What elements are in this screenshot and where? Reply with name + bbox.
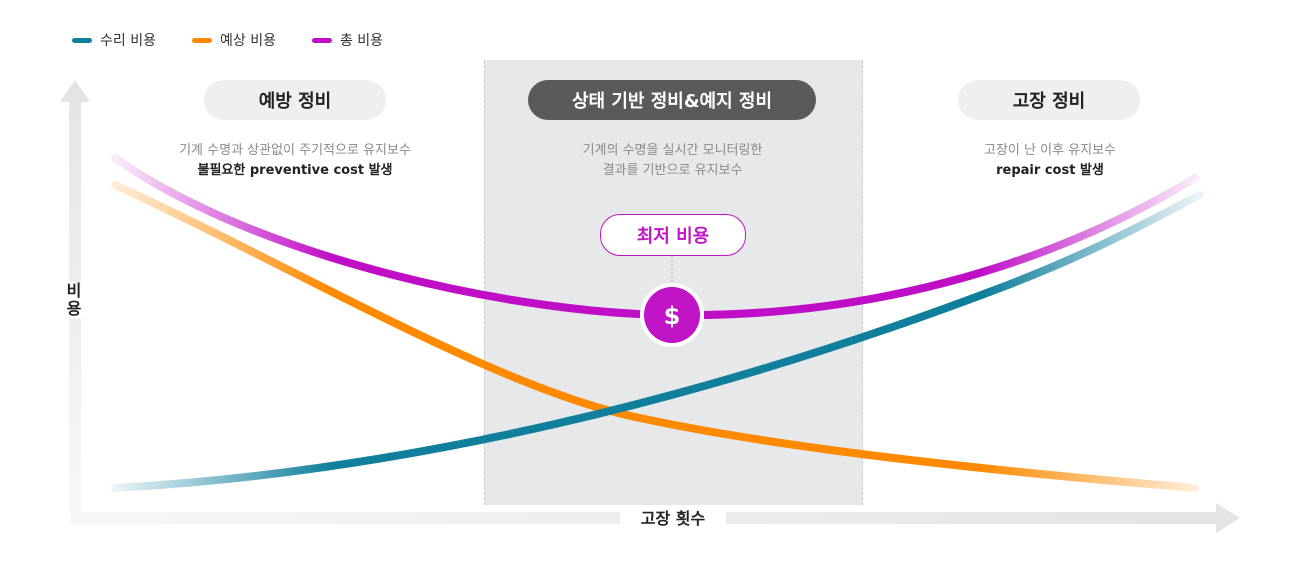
predictive-desc-line2: 결과를 기반으로 유지보수 — [602, 163, 743, 178]
legend-swatch-total — [311, 37, 332, 43]
breakdown-desc-line1: 고장이 난 이후 유지보수 — [984, 143, 1116, 158]
dollar-marker: $ — [640, 283, 704, 347]
breakdown-maintenance-pill: 고장 정비 — [958, 80, 1140, 120]
legend-total-cost: 총 비용 — [311, 30, 384, 50]
predictive-zone-band — [484, 60, 863, 505]
breakdown-desc-line2: repair cost 발생 — [996, 163, 1104, 178]
legend-label-expected: 예상 비용 — [219, 33, 276, 49]
breakdown-title: 고장 정비 — [1012, 91, 1086, 112]
min-cost-label: 최저 비용 — [636, 226, 710, 247]
predictive-maintenance-pill: 상태 기반 정비&예지 정비 — [528, 80, 816, 120]
preventive-maintenance-pill: 예방 정비 — [204, 80, 386, 120]
breakdown-description: 고장이 난 이후 유지보수 repair cost 발생 — [920, 141, 1180, 181]
legend-label-repair: 수리 비용 — [100, 33, 156, 49]
dollar-icon: $ — [664, 302, 681, 330]
predictive-title: 상태 기반 정비&예지 정비 — [571, 91, 773, 112]
repair-cost-curve — [111, 191, 1204, 492]
expected-cost-curve — [111, 181, 1199, 492]
legend-repair-cost: 수리 비용 — [72, 30, 156, 50]
y-axis-label-char1: 비 — [66, 281, 82, 300]
predictive-desc-line1: 기계의 수명을 실시간 모니터링한 — [582, 143, 763, 158]
legend-label-total: 총 비용 — [339, 33, 384, 49]
preventive-desc-line1: 기계 수명과 상관없이 주기적으로 유지보수 — [179, 143, 411, 158]
legend-swatch-repair — [72, 37, 92, 43]
preventive-description: 기계 수명과 상관없이 주기적으로 유지보수 불필요한 preventive c… — [135, 141, 455, 181]
y-axis-label: 비 용 — [64, 282, 84, 318]
legend: 수리 비용 예상 비용 총 비용 — [72, 30, 383, 50]
x-axis-label: 고장 횟수 — [620, 506, 726, 532]
legend-swatch-expected — [191, 37, 212, 43]
preventive-desc-line2: 불필요한 preventive cost 발생 — [197, 163, 393, 178]
legend-expected-cost: 예상 비용 — [191, 30, 276, 50]
min-cost-pill: 최저 비용 — [600, 214, 746, 256]
predictive-description: 기계의 수명을 실시간 모니터링한 결과를 기반으로 유지보수 — [520, 141, 825, 181]
y-axis-label-char2: 용 — [66, 299, 82, 318]
preventive-title: 예방 정비 — [258, 91, 332, 112]
